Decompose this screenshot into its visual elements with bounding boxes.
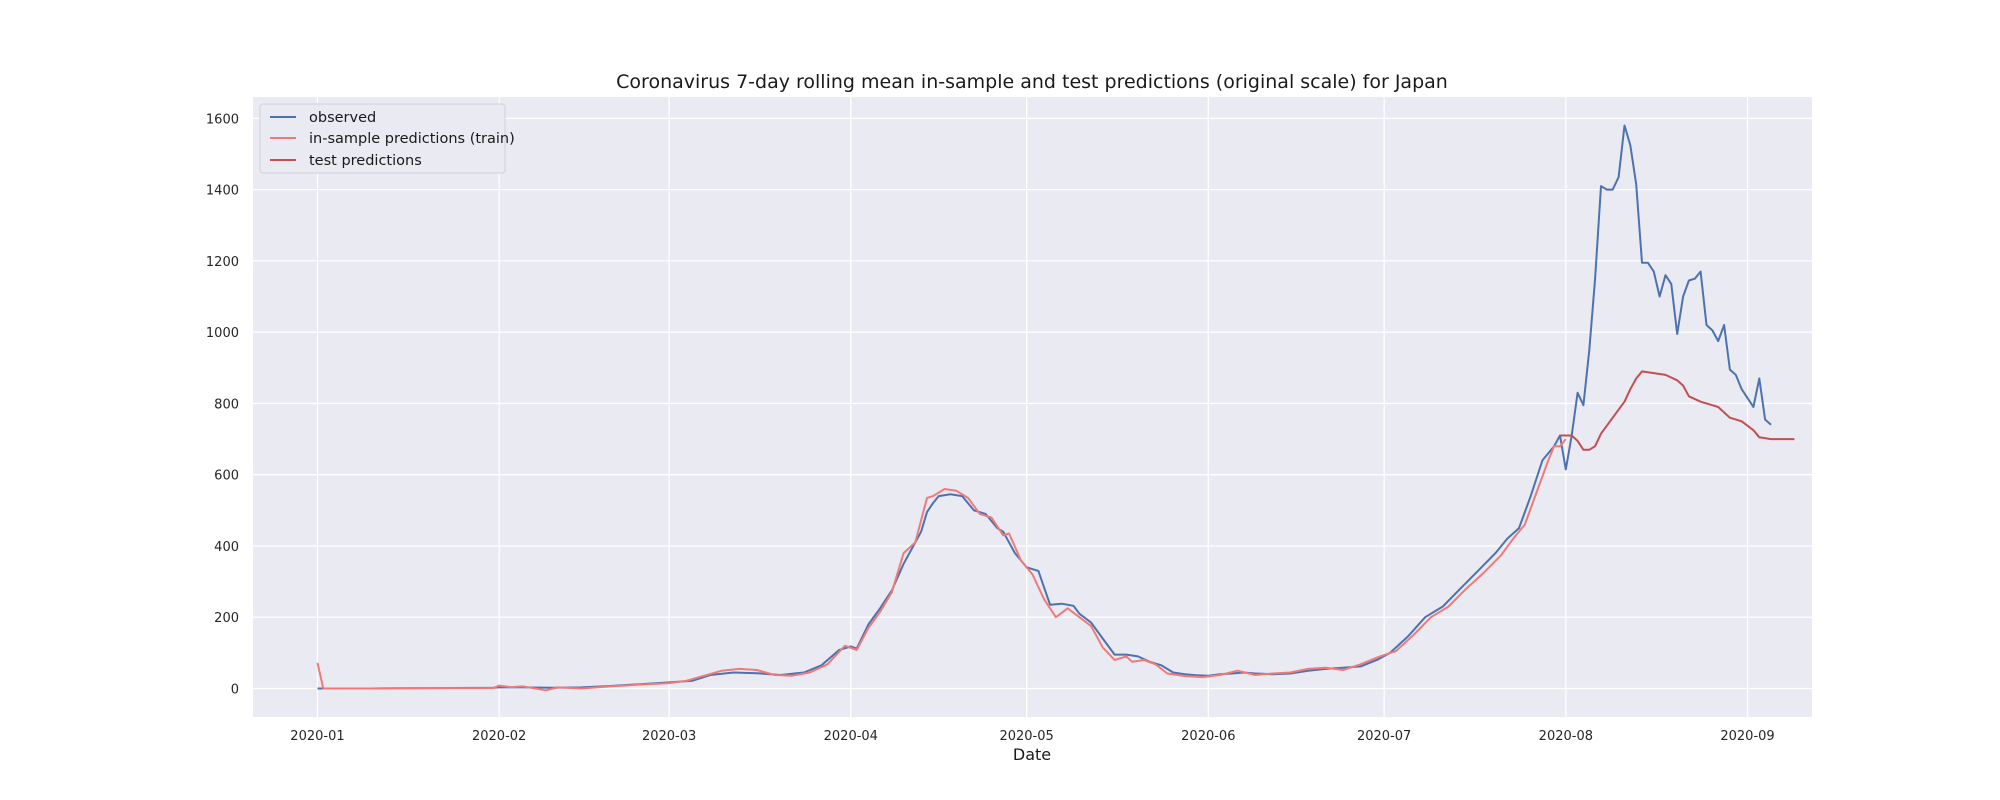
x-tick-label: 2020-05 <box>999 729 1053 744</box>
legend-label-observed: observed <box>309 110 376 126</box>
x-tick-label: 2020-09 <box>1720 729 1774 744</box>
x-tick-label: 2020-07 <box>1357 729 1411 744</box>
x-tick-label: 2020-08 <box>1539 729 1593 744</box>
x-tick-label: 2020-02 <box>472 729 526 744</box>
y-tick-label: 1600 <box>206 112 239 127</box>
y-tick-label: 0 <box>231 682 239 697</box>
legend-box <box>259 103 506 174</box>
series-line-test <box>1560 370 1795 451</box>
series-line-train <box>316 438 1567 692</box>
y-tick-label: 1000 <box>206 326 239 341</box>
legend: observed in-sample predictions (train) t… <box>259 103 515 174</box>
x-tick-label: 2020-06 <box>1181 729 1235 744</box>
y-tick-label: 800 <box>214 397 239 412</box>
legend-label-train: in-sample predictions (train) <box>309 131 515 147</box>
y-tick-label: 400 <box>214 540 239 555</box>
x-tick-label: 2020-04 <box>824 729 878 744</box>
y-tick-label: 200 <box>214 611 239 626</box>
series-layer <box>316 124 1795 692</box>
y-tick-label: 600 <box>214 469 239 484</box>
x-tick-label: 2020-03 <box>642 729 696 744</box>
plot-area <box>253 97 1812 717</box>
grid-lines <box>253 97 1812 717</box>
x-tick-label: 2020-01 <box>290 729 344 744</box>
tick-labels: 0 200 400 600 800 1000 1200 1400 1600 2020-01 2020… <box>206 112 1775 744</box>
x-axis-label: Date <box>1013 745 1051 764</box>
chart-title: Coronavirus 7-day rolling mean in-sample… <box>616 71 1448 93</box>
y-tick-label: 1400 <box>206 184 239 199</box>
y-tick-label: 1200 <box>206 255 239 270</box>
legend-label-test: test predictions <box>309 153 422 169</box>
